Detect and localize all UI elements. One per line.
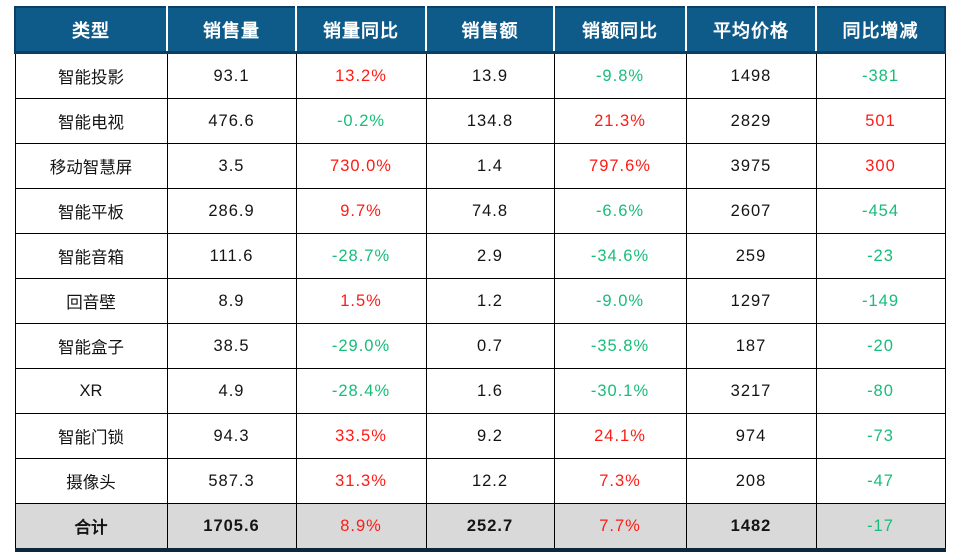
cell-volume-yoy: -0.2%	[295, 98, 427, 144]
row-label: 回音壁	[14, 278, 168, 324]
col-header-yoy-change: 同比增减	[816, 6, 946, 54]
cell-sales-amount: 0.7	[425, 323, 555, 369]
cell-sales-amount: 1.6	[425, 368, 555, 414]
total-label: 合计	[14, 503, 168, 552]
table-row: XR 4.9 -28.4% 1.6 -30.1% 3217 -80	[14, 368, 946, 414]
cell-sales-volume: 3.5	[166, 143, 297, 189]
col-header-amount-yoy: 销额同比	[554, 6, 687, 54]
table-row: 智能投影 93.1 13.2% 13.9 -9.8% 1498 -381	[14, 52, 946, 99]
col-header-volume-yoy: 销量同比	[296, 6, 427, 54]
cell-sales-volume: 286.9	[166, 188, 297, 234]
cell-avg-price: 1498	[685, 52, 817, 99]
row-label: 智能盒子	[14, 323, 168, 369]
table-row: 回音壁 8.9 1.5% 1.2 -9.0% 1297 -149	[14, 278, 946, 324]
cell-sales-amount: 74.8	[425, 188, 555, 234]
col-header-sales-volume: 销售量	[167, 6, 297, 54]
col-header-type: 类型	[14, 6, 168, 54]
cell-avg-price: 187	[685, 323, 817, 369]
cell-amount-yoy: -9.0%	[553, 278, 687, 324]
cell-avg-price: 1297	[685, 278, 817, 324]
cell-avg-price: 974	[685, 413, 817, 459]
table-row: 移动智慧屏 3.5 730.0% 1.4 797.6% 3975 300	[14, 143, 946, 189]
cell-sales-amount: 13.9	[425, 52, 555, 99]
cell-avg-price: 208	[685, 458, 817, 504]
cell-avg-price: 3217	[685, 368, 817, 414]
cell-amount-yoy: -30.1%	[553, 368, 687, 414]
cell-yoy-change: -20	[815, 323, 946, 369]
cell-sales-volume: 476.6	[166, 98, 297, 144]
cell-amount-yoy: -35.8%	[553, 323, 687, 369]
row-label: 移动智慧屏	[14, 143, 168, 189]
cell-avg-price: 259	[685, 233, 817, 279]
cell-avg-price: 3975	[685, 143, 817, 189]
table-row: 智能门锁 94.3 33.5% 9.2 24.1% 974 -73	[14, 413, 946, 459]
cell-avg-price: 2829	[685, 98, 817, 144]
cell-sales-volume: 4.9	[166, 368, 297, 414]
total-avg-price: 1482	[685, 503, 817, 552]
total-sales-amount: 252.7	[425, 503, 555, 552]
sales-table: 类型 销售量 销量同比 销售额 销额同比 平均价格 同比增减 智能投影 93.1…	[14, 6, 946, 552]
cell-amount-yoy: 797.6%	[553, 143, 687, 189]
cell-yoy-change: -47	[815, 458, 946, 504]
cell-yoy-change: -73	[815, 413, 946, 459]
row-label: 智能投影	[14, 52, 168, 99]
header-row: 类型 销售量 销量同比 销售额 销额同比 平均价格 同比增减	[14, 6, 946, 54]
row-label: 智能平板	[14, 188, 168, 234]
cell-sales-amount: 1.4	[425, 143, 555, 189]
cell-sales-amount: 134.8	[425, 98, 555, 144]
cell-sales-volume: 93.1	[166, 52, 297, 99]
col-header-sales-amount: 销售额	[426, 6, 555, 54]
row-label: 摄像头	[14, 458, 168, 504]
total-yoy-change: -17	[815, 503, 946, 552]
cell-sales-volume: 94.3	[166, 413, 297, 459]
cell-volume-yoy: 1.5%	[295, 278, 427, 324]
cell-yoy-change: -23	[815, 233, 946, 279]
cell-yoy-change: -454	[815, 188, 946, 234]
cell-amount-yoy: -6.6%	[553, 188, 687, 234]
cell-volume-yoy: 13.2%	[295, 52, 427, 99]
cell-volume-yoy: 730.0%	[295, 143, 427, 189]
cell-amount-yoy: 7.3%	[553, 458, 687, 504]
cell-amount-yoy: 21.3%	[553, 98, 687, 144]
cell-sales-amount: 2.9	[425, 233, 555, 279]
total-amount-yoy: 7.7%	[553, 503, 687, 552]
cell-yoy-change: -381	[815, 52, 946, 99]
cell-volume-yoy: 31.3%	[295, 458, 427, 504]
col-header-avg-price: 平均价格	[686, 6, 817, 54]
sales-table-container: 类型 销售量 销量同比 销售额 销额同比 平均价格 同比增减 智能投影 93.1…	[14, 6, 946, 552]
cell-sales-amount: 9.2	[425, 413, 555, 459]
total-sales-volume: 1705.6	[166, 503, 297, 552]
cell-volume-yoy: -28.4%	[295, 368, 427, 414]
cell-volume-yoy: 9.7%	[295, 188, 427, 234]
cell-yoy-change: -149	[815, 278, 946, 324]
table-row: 智能平板 286.9 9.7% 74.8 -6.6% 2607 -454	[14, 188, 946, 234]
cell-amount-yoy: -9.8%	[553, 52, 687, 99]
table-row: 智能电视 476.6 -0.2% 134.8 21.3% 2829 501	[14, 98, 946, 144]
cell-yoy-change: 501	[815, 98, 946, 144]
cell-sales-volume: 111.6	[166, 233, 297, 279]
cell-avg-price: 2607	[685, 188, 817, 234]
cell-amount-yoy: -34.6%	[553, 233, 687, 279]
table-row: 智能盒子 38.5 -29.0% 0.7 -35.8% 187 -20	[14, 323, 946, 369]
cell-sales-volume: 587.3	[166, 458, 297, 504]
cell-volume-yoy: -28.7%	[295, 233, 427, 279]
cell-volume-yoy: 33.5%	[295, 413, 427, 459]
cell-amount-yoy: 24.1%	[553, 413, 687, 459]
cell-yoy-change: 300	[815, 143, 946, 189]
cell-sales-volume: 38.5	[166, 323, 297, 369]
row-label: 智能音箱	[14, 233, 168, 279]
cell-sales-volume: 8.9	[166, 278, 297, 324]
row-label: 智能电视	[14, 98, 168, 144]
table-row: 智能音箱 111.6 -28.7% 2.9 -34.6% 259 -23	[14, 233, 946, 279]
total-row: 合计 1705.6 8.9% 252.7 7.7% 1482 -17	[14, 503, 946, 552]
cell-sales-amount: 12.2	[425, 458, 555, 504]
cell-sales-amount: 1.2	[425, 278, 555, 324]
cell-yoy-change: -80	[815, 368, 946, 414]
table-row: 摄像头 587.3 31.3% 12.2 7.3% 208 -47	[14, 458, 946, 504]
cell-volume-yoy: -29.0%	[295, 323, 427, 369]
row-label: XR	[14, 368, 168, 414]
total-volume-yoy: 8.9%	[295, 503, 427, 552]
row-label: 智能门锁	[14, 413, 168, 459]
